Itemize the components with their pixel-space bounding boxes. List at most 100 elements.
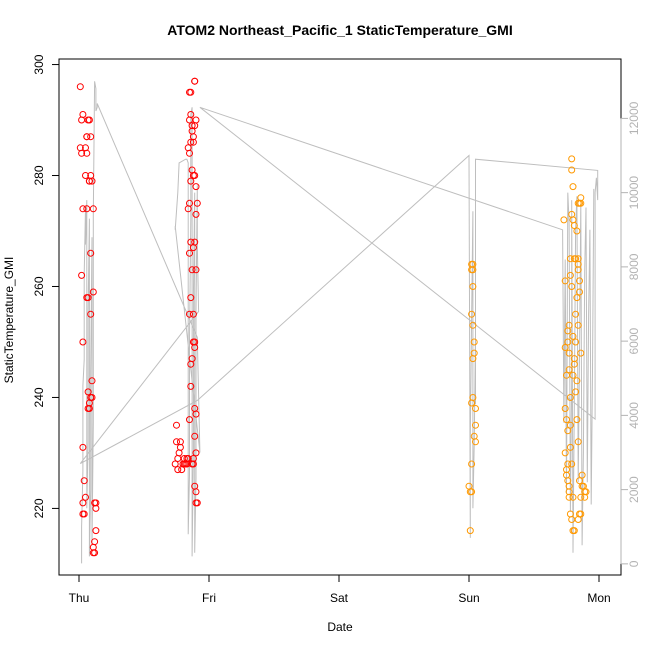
data-point: [574, 438, 582, 446]
data-point: [187, 294, 195, 302]
data-point: [191, 77, 199, 85]
data-point: [193, 499, 201, 507]
data-point: [87, 133, 95, 141]
data-point: [171, 460, 179, 468]
y-tick-label: 220: [32, 498, 46, 518]
data-point: [85, 177, 93, 185]
data-point: [564, 427, 572, 435]
data-point: [574, 516, 582, 523]
data-point: [87, 310, 95, 318]
data-point: [192, 210, 200, 218]
data-point: [577, 510, 585, 518]
data-point: [568, 283, 576, 290]
data-point: [84, 388, 92, 396]
data-point: [570, 255, 578, 263]
data-point: [561, 277, 569, 285]
y-tick-label: 280: [32, 165, 46, 185]
data-point: [186, 249, 193, 257]
data-point: [573, 227, 581, 235]
data-point: [80, 477, 88, 485]
data-point: [192, 449, 200, 457]
data-point: [566, 421, 574, 429]
data-point: [173, 421, 180, 429]
data-point: [566, 443, 574, 451]
data-point: [85, 116, 93, 124]
data-point: [566, 255, 574, 263]
data-point: [566, 394, 574, 401]
data-point: [469, 283, 477, 290]
data-point: [574, 266, 582, 274]
axes-layer: Thu Fri Sat Sun Mon 220 240 260 280 300 0 2000 4000 6…: [32, 54, 641, 605]
data-point: [561, 449, 569, 457]
y2-tick-label: 10000: [627, 176, 641, 210]
chart-title: ATOM2 Northeast_Pacific_1 StaticTemperat…: [167, 22, 512, 38]
data-point: [187, 138, 195, 146]
data-point: [89, 205, 97, 213]
data-point: [79, 205, 87, 213]
data-point: [192, 183, 200, 191]
data-point: [79, 338, 87, 346]
data-point: [570, 355, 578, 363]
data-point: [187, 382, 195, 390]
data-point: [191, 482, 199, 490]
data-point: [186, 199, 193, 207]
data-point: [560, 216, 568, 224]
data-point: [87, 249, 95, 257]
data-point: [573, 416, 581, 424]
y2-tick-label: 4000: [627, 402, 641, 429]
data-point: [577, 199, 585, 207]
data-point: [563, 416, 570, 424]
data-point: [189, 133, 197, 141]
data-point: [189, 455, 197, 462]
data-point: [191, 432, 199, 440]
data-point: [561, 405, 569, 412]
data-point: [82, 493, 89, 501]
data-point: [565, 366, 573, 374]
data-points-layer: [76, 77, 590, 557]
data-point: [569, 493, 577, 501]
data-point: [84, 405, 92, 412]
data-point: [88, 394, 96, 401]
y2-tick-label: 0: [627, 560, 641, 567]
data-point: [187, 111, 195, 118]
data-point: [572, 338, 580, 346]
data-point: [78, 149, 86, 157]
y2-tick-label: 8000: [627, 253, 641, 280]
data-point: [564, 338, 572, 346]
data-point: [187, 177, 195, 185]
data-point: [192, 410, 200, 418]
data-point: [79, 111, 87, 118]
y-axis-label: StaticTemperature_GMI: [2, 257, 16, 384]
data-point: [192, 266, 200, 274]
data-point: [564, 327, 572, 335]
data-point: [578, 471, 586, 479]
data-point: [577, 349, 585, 357]
data-point: [80, 510, 88, 518]
data-point: [76, 83, 84, 91]
y2-tick-label: 12000: [627, 101, 641, 135]
data-point: [191, 238, 199, 246]
data-point: [570, 527, 578, 535]
data-point: [569, 332, 577, 340]
data-point: [82, 172, 89, 179]
x-tick-label: Mon: [587, 591, 610, 605]
data-point: [84, 294, 92, 302]
y2-tick-label: 6000: [627, 327, 641, 354]
data-point: [187, 88, 195, 96]
data-point: [89, 549, 97, 557]
data-point: [565, 349, 573, 357]
altitude-series-line: [79, 81, 599, 564]
data-point: [465, 482, 473, 490]
data-point: [472, 421, 479, 429]
x-tick-label: Sun: [458, 591, 479, 605]
altitude-line-layer: [79, 81, 599, 564]
data-point: [468, 460, 476, 468]
data-point: [89, 288, 97, 296]
data-point: [574, 321, 582, 329]
data-point: [577, 493, 585, 501]
data-point: [88, 177, 96, 185]
data-point: [572, 388, 580, 396]
data-point: [568, 155, 576, 163]
data-point: [188, 122, 196, 130]
data-point: [192, 116, 200, 124]
